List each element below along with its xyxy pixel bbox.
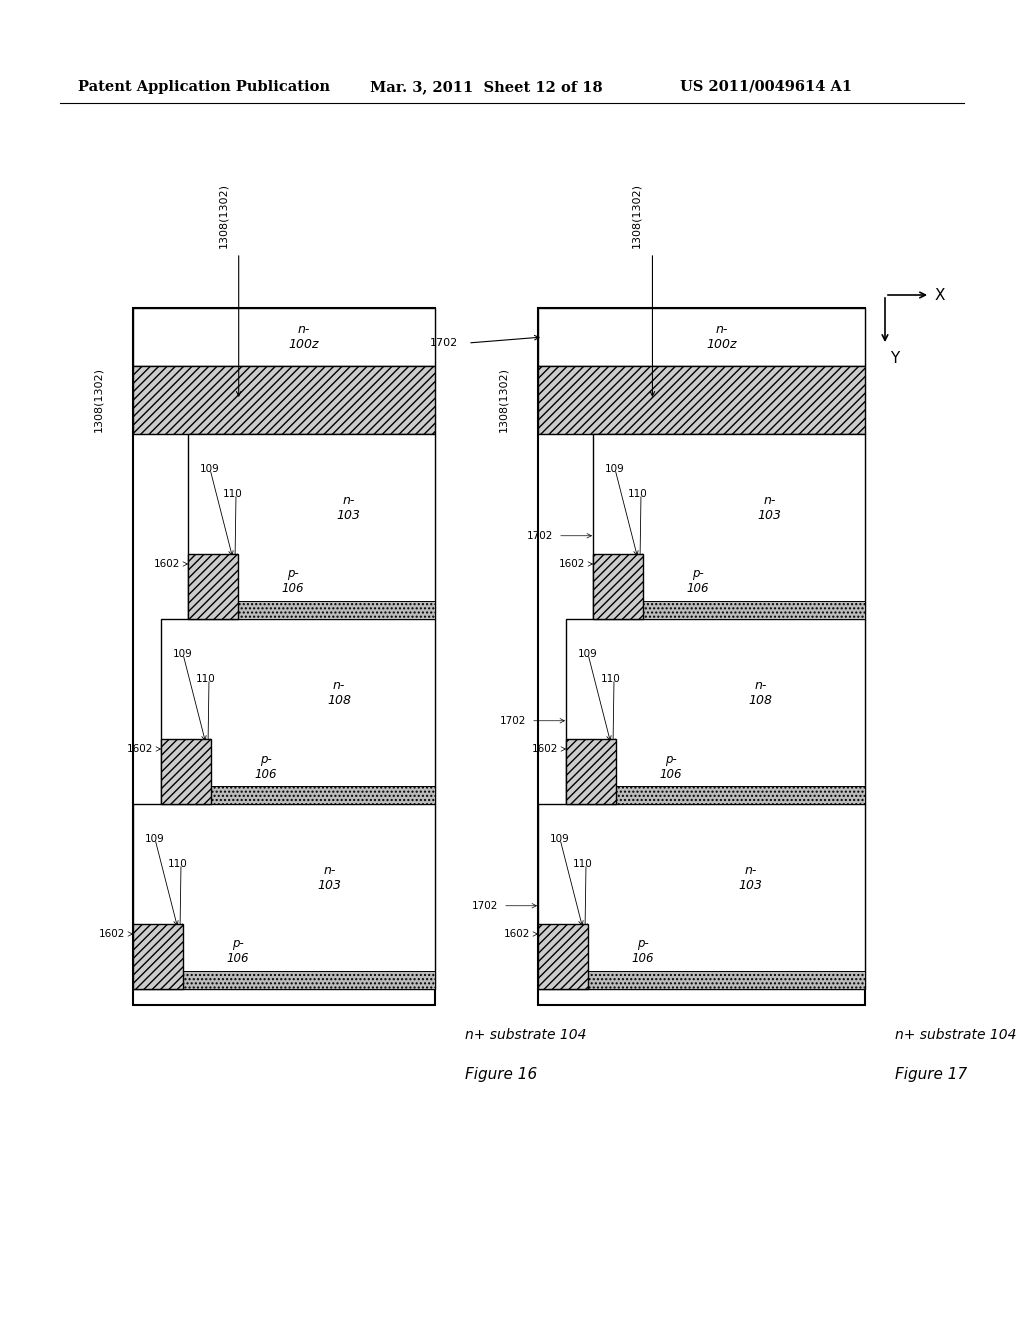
Text: 1308(1302): 1308(1302) xyxy=(93,367,103,433)
Text: Mar. 3, 2011  Sheet 12 of 18: Mar. 3, 2011 Sheet 12 of 18 xyxy=(370,81,603,94)
Text: 109: 109 xyxy=(200,465,220,474)
Text: p-
106: p- 106 xyxy=(282,568,304,595)
Bar xyxy=(538,804,865,989)
Text: 1702: 1702 xyxy=(472,900,498,911)
Text: 110: 110 xyxy=(628,488,648,499)
Text: 1702: 1702 xyxy=(430,338,458,348)
Bar xyxy=(538,924,588,989)
Bar xyxy=(593,434,865,619)
Text: n-
103: n- 103 xyxy=(337,494,360,521)
Bar xyxy=(188,601,435,619)
Text: n-
103: n- 103 xyxy=(738,865,763,892)
Text: US 2011/0049614 A1: US 2011/0049614 A1 xyxy=(680,81,852,94)
Text: p-
106: p- 106 xyxy=(687,568,710,595)
Text: 109: 109 xyxy=(173,649,193,659)
Text: 110: 110 xyxy=(601,675,621,684)
Bar xyxy=(566,619,865,804)
Text: 1308(1302): 1308(1302) xyxy=(498,367,508,433)
Bar xyxy=(566,739,616,804)
Text: n-
108: n- 108 xyxy=(749,678,772,708)
Text: n-
100z: n- 100z xyxy=(707,323,736,351)
Bar xyxy=(133,308,435,1005)
Text: 110: 110 xyxy=(573,859,593,869)
Text: Y: Y xyxy=(890,351,899,366)
Text: Patent Application Publication: Patent Application Publication xyxy=(78,81,330,94)
Text: Figure 16: Figure 16 xyxy=(465,1068,538,1082)
Bar xyxy=(133,308,435,366)
Text: 110: 110 xyxy=(197,675,216,684)
Text: X: X xyxy=(935,288,945,302)
Text: 1702: 1702 xyxy=(500,715,526,726)
Bar xyxy=(188,434,435,619)
Bar xyxy=(566,785,865,804)
Bar xyxy=(188,554,238,619)
Bar xyxy=(133,924,183,989)
Text: 1602: 1602 xyxy=(504,929,530,939)
Text: 110: 110 xyxy=(223,488,243,499)
Text: n+ substrate 104: n+ substrate 104 xyxy=(895,1028,1017,1041)
Text: p-
106: p- 106 xyxy=(659,752,682,780)
Text: 109: 109 xyxy=(550,834,570,843)
Bar xyxy=(161,739,211,804)
Text: n-
108: n- 108 xyxy=(327,678,351,708)
Text: 109: 109 xyxy=(145,834,165,843)
Bar xyxy=(538,308,865,366)
Bar xyxy=(593,601,865,619)
Text: 1602: 1602 xyxy=(531,744,558,754)
Text: 1308(1302): 1308(1302) xyxy=(218,183,228,248)
Bar xyxy=(538,972,865,989)
Text: p-
106: p- 106 xyxy=(255,752,278,780)
Text: n-
100z: n- 100z xyxy=(289,323,319,351)
Text: 1602: 1602 xyxy=(98,929,125,939)
Text: 1602: 1602 xyxy=(127,744,153,754)
Bar xyxy=(161,785,435,804)
Bar xyxy=(133,366,435,434)
Text: p-
106: p- 106 xyxy=(632,937,654,965)
Text: Figure 17: Figure 17 xyxy=(895,1068,968,1082)
Text: 109: 109 xyxy=(605,465,625,474)
Bar xyxy=(593,554,643,619)
Text: 1602: 1602 xyxy=(154,558,180,569)
Bar xyxy=(538,308,865,1005)
Bar xyxy=(161,619,435,804)
Text: n+ substrate 104: n+ substrate 104 xyxy=(465,1028,587,1041)
Text: 110: 110 xyxy=(168,859,187,869)
Bar xyxy=(538,366,865,434)
Bar xyxy=(133,804,435,989)
Text: p-
106: p- 106 xyxy=(226,937,249,965)
Text: 109: 109 xyxy=(579,649,598,659)
Text: 1602: 1602 xyxy=(559,558,585,569)
Bar xyxy=(133,972,435,989)
Text: 1308(1302): 1308(1302) xyxy=(631,183,641,248)
Text: n-
103: n- 103 xyxy=(317,865,341,892)
Text: 1702: 1702 xyxy=(526,531,553,541)
Text: n-
103: n- 103 xyxy=(758,494,781,521)
